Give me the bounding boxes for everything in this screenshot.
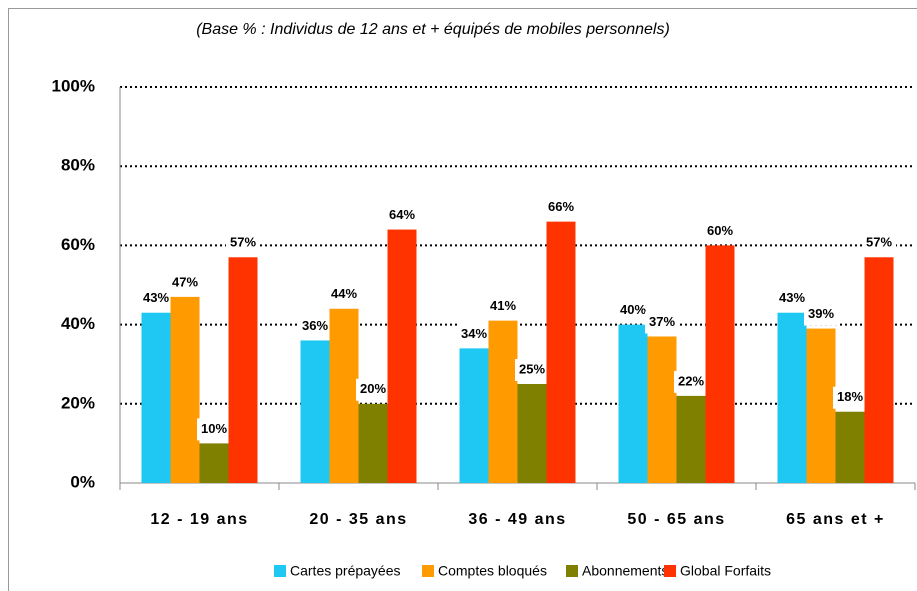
x-tick-label: 36 - 49 ans xyxy=(468,511,566,528)
value-label: 34% xyxy=(461,326,487,341)
bar xyxy=(358,403,388,483)
bar xyxy=(141,312,171,483)
x-tick-label: 50 - 65 ans xyxy=(627,511,725,528)
bar xyxy=(387,229,417,483)
value-label: 22% xyxy=(678,373,704,388)
y-tick-label: 20% xyxy=(61,393,95,412)
value-label-bg xyxy=(327,283,361,306)
bar xyxy=(618,324,648,483)
value-label-bg xyxy=(616,299,650,322)
bar xyxy=(300,340,330,483)
legend-swatch xyxy=(274,565,286,577)
x-tick-label: 12 - 19 ans xyxy=(150,511,248,528)
legend-label: Comptes bloqués xyxy=(438,563,547,579)
bar xyxy=(705,245,735,483)
value-label: 57% xyxy=(866,235,892,250)
legend-swatch xyxy=(664,565,676,577)
y-tick-label: 80% xyxy=(61,156,95,175)
legend-label: Abonnements xyxy=(582,563,668,579)
value-label: 18% xyxy=(837,389,863,404)
legend-label: Global Forfaits xyxy=(680,563,771,579)
value-label: 25% xyxy=(519,361,545,376)
legend-swatch xyxy=(566,565,578,577)
value-label-bg xyxy=(298,315,332,338)
value-label: 43% xyxy=(779,290,805,305)
value-label-bg xyxy=(486,295,520,318)
value-label-bg xyxy=(674,370,708,393)
bar xyxy=(676,395,706,483)
bar xyxy=(647,336,677,483)
bar xyxy=(777,312,807,483)
value-label: 66% xyxy=(548,199,574,214)
chart-frame xyxy=(8,8,917,591)
value-label: 40% xyxy=(620,302,646,317)
bar xyxy=(517,384,547,483)
value-label: 10% xyxy=(201,421,227,436)
value-label: 47% xyxy=(172,274,198,289)
bar xyxy=(329,308,359,483)
value-label-bg xyxy=(703,220,737,243)
bar xyxy=(806,328,836,483)
bar xyxy=(835,411,865,483)
value-label-bg xyxy=(226,232,260,255)
value-label-bg xyxy=(775,287,809,310)
bar xyxy=(459,348,489,483)
value-label: 39% xyxy=(808,306,834,321)
bar xyxy=(170,296,200,483)
bar xyxy=(228,257,258,483)
legend-swatch xyxy=(422,565,434,577)
value-label-bg xyxy=(197,418,231,441)
value-label-bg xyxy=(139,287,173,310)
x-tick-label: 65 ans et + xyxy=(786,511,885,528)
bar xyxy=(864,257,894,483)
value-label: 57% xyxy=(230,235,256,250)
y-tick-label: 60% xyxy=(61,235,95,254)
value-label: 20% xyxy=(360,381,386,396)
value-label-bg xyxy=(645,311,679,334)
bar xyxy=(546,221,576,483)
value-label: 60% xyxy=(707,223,733,238)
x-tick-label: 20 - 35 ans xyxy=(309,511,407,528)
value-label-bg xyxy=(515,359,549,381)
y-tick-label: 0% xyxy=(70,472,95,491)
bar xyxy=(488,320,518,483)
value-label: 43% xyxy=(143,290,169,305)
legend-label: Cartes prépayées xyxy=(290,563,401,579)
value-label: 37% xyxy=(649,314,675,329)
bar xyxy=(199,443,229,483)
value-label-bg xyxy=(833,386,867,409)
value-label: 41% xyxy=(490,298,516,313)
value-label-bg xyxy=(457,323,491,346)
value-label-bg xyxy=(385,204,419,227)
y-tick-label: 40% xyxy=(61,314,95,333)
y-tick-label: 100% xyxy=(52,76,95,95)
value-label: 44% xyxy=(331,286,357,301)
value-label-bg xyxy=(804,303,838,326)
value-label-bg xyxy=(168,271,202,294)
value-label: 64% xyxy=(389,207,415,222)
value-label: 36% xyxy=(302,318,328,333)
value-label-bg xyxy=(862,232,896,255)
chart-subtitle: (Base % : Individus de 12 ans et + équip… xyxy=(196,21,670,38)
value-label-bg xyxy=(356,378,390,401)
value-label-bg xyxy=(544,196,578,219)
